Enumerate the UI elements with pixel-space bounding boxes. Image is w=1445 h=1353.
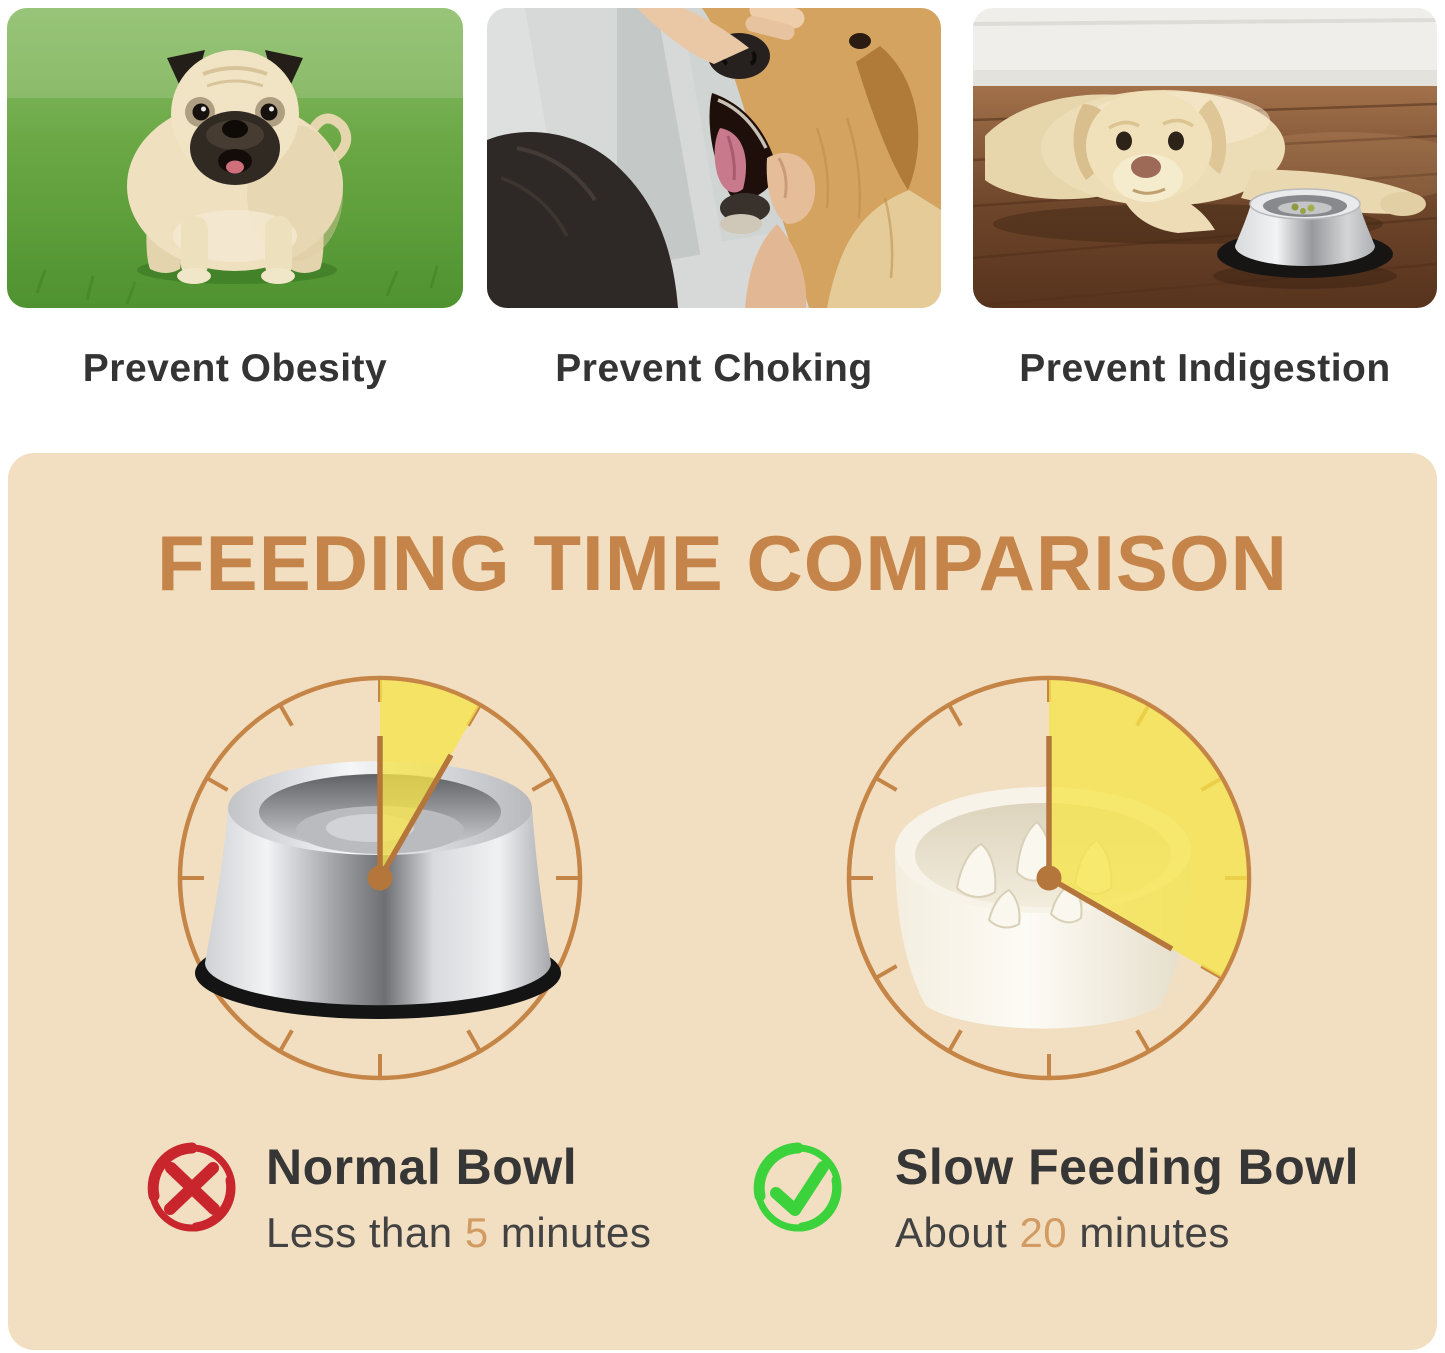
time-wedge-5-minutes [380, 680, 479, 878]
time-suffix: minutes [488, 1209, 652, 1256]
dog-ear [856, 46, 919, 190]
normal-bowl-time: Less than 5 minutes [266, 1209, 652, 1256]
photo-card-indigestion [973, 8, 1437, 308]
caption-prevent-choking: Prevent Choking [555, 347, 873, 390]
clock-hands [367, 736, 454, 891]
dog-chest-fur [827, 190, 941, 308]
dog-paw [1380, 192, 1426, 216]
caption-prevent-obesity: Prevent Obesity [82, 347, 388, 390]
person [487, 8, 816, 308]
check-icon [753, 1142, 842, 1232]
obese-pug-photo [7, 8, 463, 308]
baseboard [973, 70, 1437, 86]
panel-title: FEEDING TIME COMPARISON [157, 519, 1288, 607]
time-value: 20 [1019, 1209, 1068, 1256]
dog-eye-right [1168, 131, 1184, 151]
hand-upper [637, 8, 749, 64]
pug-tail [309, 113, 352, 165]
pug-nose [222, 120, 248, 138]
pug-tongue [226, 160, 244, 174]
dog-tongue [714, 128, 747, 193]
clock-hands [1036, 736, 1174, 952]
dog-muzzle [1113, 154, 1183, 202]
pug-head [167, 50, 303, 185]
clock-center-dot [1036, 865, 1062, 891]
dog-eye [849, 33, 871, 49]
grass-blades-dark [35, 265, 439, 305]
time-prefix: About [895, 1209, 1020, 1256]
lying-labrador-photo [973, 8, 1437, 308]
slow-feeding-bowl-label: Slow Feeding Bowl [895, 1139, 1360, 1195]
pug-eye-right [260, 103, 278, 121]
pug-eye-left [192, 103, 210, 121]
dog-head [1073, 91, 1227, 202]
clock-center-dot [367, 865, 393, 891]
clock-slow-feeder-bowl [846, 675, 1252, 1081]
fingers-on-nose [749, 8, 805, 29]
golden-retriever [702, 8, 941, 308]
x-icon [147, 1142, 236, 1232]
clock-normal-bowl [177, 675, 583, 1081]
caption-prevent-indigestion: Prevent Indigestion [1019, 347, 1391, 390]
hand-at-mouth [766, 152, 816, 224]
photo-card-choking [487, 8, 941, 308]
dog-nose [1131, 156, 1161, 178]
dog-eye-left [1116, 131, 1132, 151]
normal-bowl-label: Normal Bowl [266, 1139, 578, 1195]
steel-food-bowl [1213, 188, 1397, 289]
time-value: 5 [464, 1209, 489, 1256]
time-suffix: minutes [1067, 1209, 1230, 1256]
dog-front-leg-near [1123, 194, 1215, 233]
forearm [745, 224, 807, 308]
dog-teeth [717, 98, 768, 149]
person-hair [487, 131, 678, 308]
time-prefix: Less than [266, 1209, 465, 1256]
time-wedge-20-minutes [1049, 680, 1248, 977]
stainless-steel-bowl [195, 761, 561, 1019]
photo-card-obesity [7, 8, 463, 308]
pug-dog [127, 50, 352, 284]
slow-feeding-bowl-time: About 20 minutes [895, 1209, 1230, 1256]
mouth-check-photo [487, 8, 941, 308]
